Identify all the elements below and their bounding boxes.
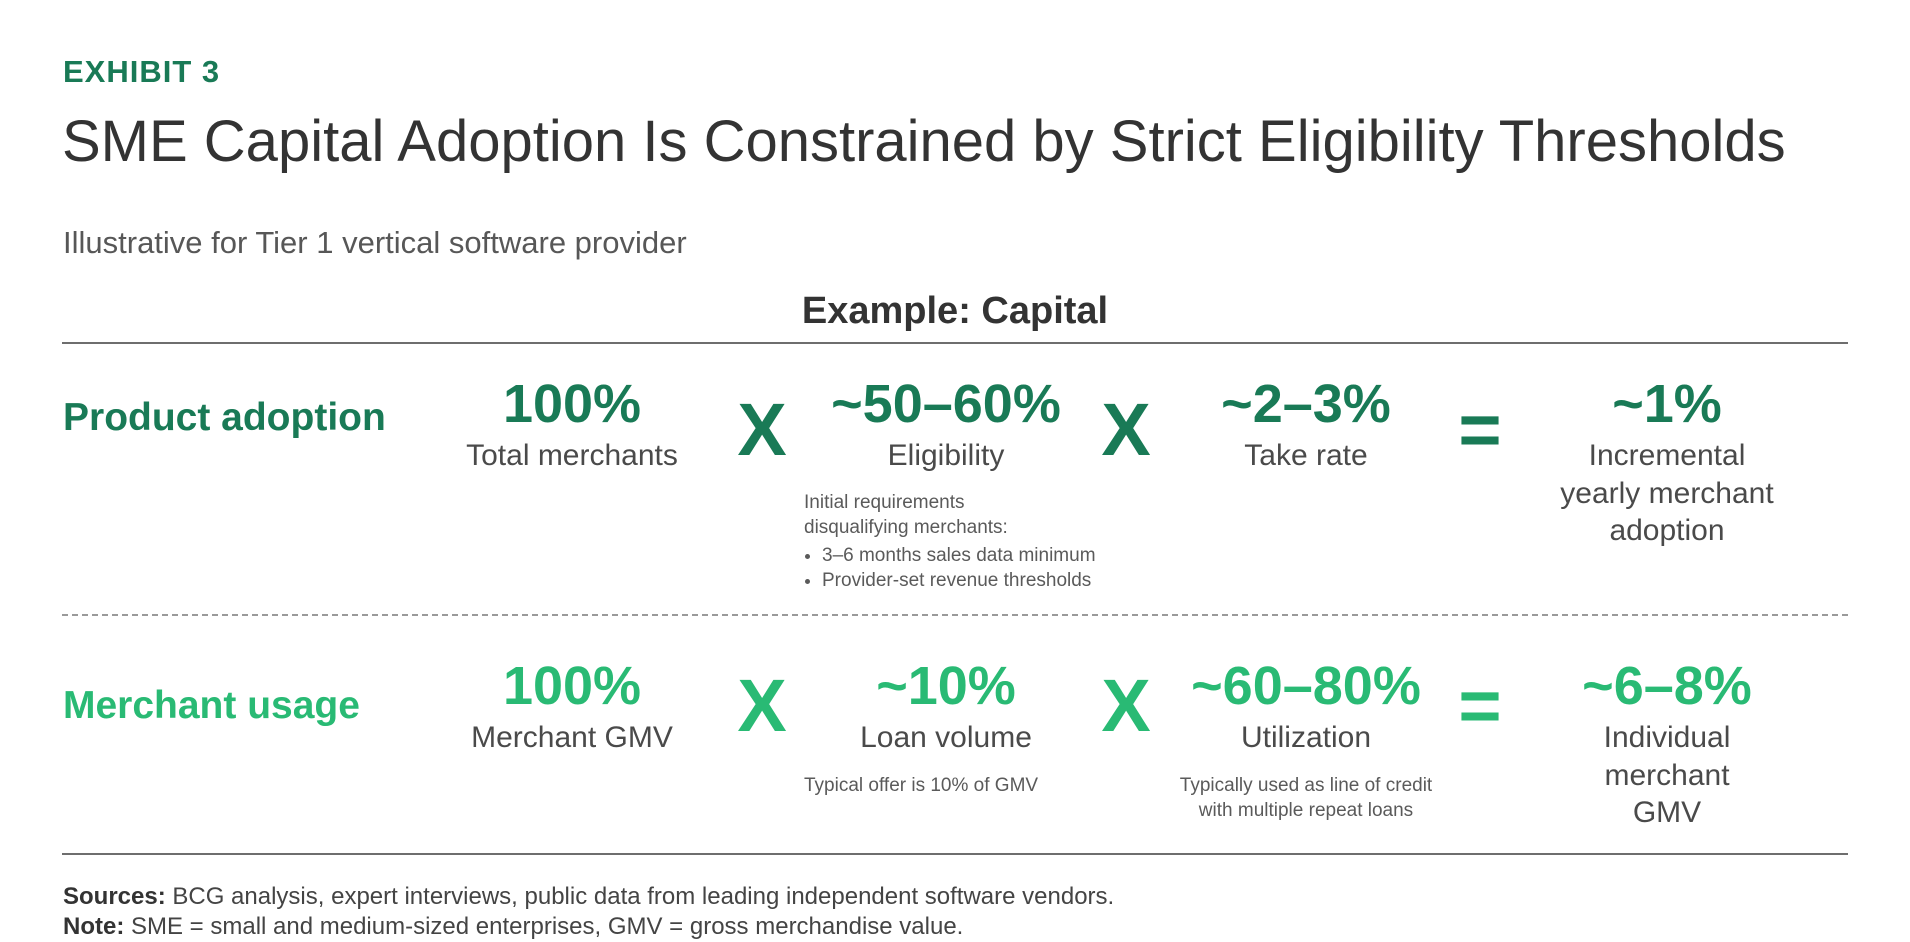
sources-text: BCG analysis, expert interviews, public … xyxy=(172,883,1115,910)
term-eligibility: ~50–60% Eligibility xyxy=(796,377,1096,475)
term-individual-gmv: ~6–8% Individual merchant GMV xyxy=(1517,659,1817,832)
term-total-merchants: 100% Total merchants xyxy=(422,377,722,475)
utilization-note: Typically used as line of credit with mu… xyxy=(1179,775,1433,822)
row-divider xyxy=(62,614,1848,616)
term-label: Loan volume xyxy=(860,721,1032,754)
eligibility-note-intro: Initial requirements disqualifying merch… xyxy=(804,492,1008,539)
term-label: Total merchants xyxy=(466,439,678,472)
term-value: 100% xyxy=(502,656,642,716)
term-label: Incremental yearly merchant adoption xyxy=(1560,439,1774,547)
sources-label: Sources: xyxy=(63,883,166,910)
exhibit-label: EXHIBIT 3 xyxy=(63,54,221,89)
term-value: ~2–3% xyxy=(1221,374,1391,434)
term-value: ~10% xyxy=(876,656,1016,716)
page-subtitle: Illustrative for Tier 1 vertical softwar… xyxy=(63,225,687,260)
term-label: Individual merchant GMV xyxy=(1603,721,1731,829)
term-value: 100% xyxy=(502,374,642,434)
equals-operator: = xyxy=(1458,388,1502,471)
multiply-operator: X xyxy=(1101,388,1151,471)
row-label-product-adoption: Product adoption xyxy=(63,396,386,439)
term-take-rate: ~2–3% Take rate xyxy=(1156,377,1456,475)
term-value: ~50–60% xyxy=(831,374,1061,434)
eligibility-note-bullet: Provider-set revenue thresholds xyxy=(822,568,1134,593)
term-label: Take rate xyxy=(1244,439,1368,472)
term-value: ~6–8% xyxy=(1582,656,1752,716)
multiply-operator: X xyxy=(737,664,787,747)
multiply-operator: X xyxy=(737,388,787,471)
note-text: SME = small and medium-sized enterprises… xyxy=(131,913,964,940)
sources-line: Sources: BCG analysis, expert interviews… xyxy=(63,883,1114,911)
term-label: Eligibility xyxy=(887,439,1005,472)
term-value: ~60–80% xyxy=(1191,656,1421,716)
bottom-rule xyxy=(62,853,1848,855)
term-utilization: ~60–80% Utilization xyxy=(1156,659,1456,757)
page-title: SME Capital Adoption Is Constrained by S… xyxy=(62,109,1786,174)
eligibility-note-bullet: 3–6 months sales data minimum xyxy=(822,543,1134,568)
term-incremental-adoption: ~1% Incremental yearly merchant adoption xyxy=(1517,377,1817,550)
term-label: Utilization xyxy=(1240,721,1372,754)
equals-operator: = xyxy=(1458,664,1502,747)
eligibility-note-list: 3–6 months sales data minimum Provider-s… xyxy=(804,543,1134,593)
note-label: Note: xyxy=(63,913,125,940)
term-loan-volume: ~10% Loan volume xyxy=(796,659,1096,757)
row-label-merchant-usage: Merchant usage xyxy=(63,684,360,727)
term-value: ~1% xyxy=(1612,374,1722,434)
term-label: Merchant GMV xyxy=(471,721,673,754)
note-line: Note: SME = small and medium-sized enter… xyxy=(63,913,963,941)
multiply-operator: X xyxy=(1101,664,1151,747)
eligibility-note: Initial requirements disqualifying merch… xyxy=(804,490,1134,593)
term-merchant-gmv: 100% Merchant GMV xyxy=(422,659,722,757)
loan-volume-note: Typical offer is 10% of GMV xyxy=(804,775,1039,796)
top-rule xyxy=(62,342,1848,344)
example-heading: Example: Capital xyxy=(801,290,1109,332)
